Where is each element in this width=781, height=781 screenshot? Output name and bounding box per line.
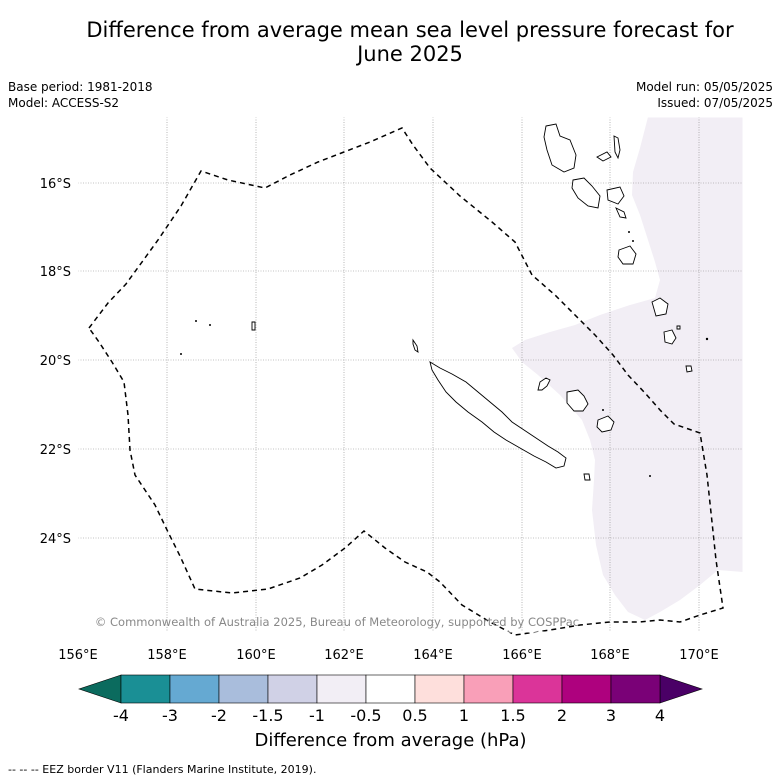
colorbar-bin-3 (267, 674, 318, 704)
colorbar-bin-10 (610, 674, 661, 704)
colorbar-tick-10: 3 (606, 706, 616, 725)
pentecost-coast (606, 186, 625, 205)
erromango-coast (651, 297, 669, 317)
eez-footnote: -- -- -- EEZ border V11 (Flanders Marine… (8, 763, 317, 776)
islet-1 (251, 321, 256, 331)
lon-tick-166e: 166°E (502, 648, 542, 663)
colorbar-extend-low (78, 674, 122, 704)
model-name: Model: ACCESS-S2 (8, 96, 120, 110)
colorbar-tick-4: -1 (309, 706, 325, 725)
islet-dot-8 (602, 409, 604, 411)
map-frame (77, 116, 744, 633)
new-caledonia-coast (429, 361, 567, 469)
chart-title: Difference from average mean sea level p… (60, 18, 760, 66)
aneityum-coast (685, 365, 693, 373)
lat-tick-22s: 22°S (40, 443, 71, 458)
epi-coast (615, 207, 627, 219)
islet-2 (676, 325, 681, 330)
lat-tick-20s: 20°S (40, 354, 71, 369)
lon-tick-160e: 160°E (236, 648, 276, 663)
colorbar-tick-7: 1 (459, 706, 469, 725)
islet-dot-1 (195, 320, 197, 322)
colorbar-tick-2: -2 (211, 706, 227, 725)
lon-tick-170e: 170°E (679, 648, 719, 663)
colorbar-tick-11: 4 (655, 706, 665, 725)
colorbar-bin-5 (365, 674, 416, 704)
colorbar: -4 -3 -2 -1.5 -1 -0.5 0.5 1 1.5 2 3 4 (78, 674, 703, 725)
lon-tick-168e: 168°E (590, 648, 630, 663)
islet-dot-2 (209, 324, 211, 326)
colorbar-bin-1 (169, 674, 220, 704)
colorbar-tick-9: 2 (557, 706, 567, 725)
islet-dot-4 (705, 337, 709, 341)
colorbar-bin-4 (316, 674, 367, 704)
efate-coast (617, 245, 637, 265)
islet-dot-5 (649, 475, 651, 477)
colorbar-label: Difference from average (hPa) (254, 730, 527, 751)
meta-right: Model run: 05/05/2025 Issued: 07/05/2025 (636, 79, 773, 111)
tanna-coast (663, 329, 677, 345)
title-line-2: June 2025 (357, 42, 463, 66)
lat-tick-18s: 18°S (40, 265, 71, 280)
mare-coast (596, 415, 615, 433)
model-run: Model run: 05/05/2025 (635, 80, 773, 94)
isle-of-pines-coast (583, 473, 591, 481)
colorbar-bin-7 (463, 674, 514, 704)
islet-dot-7 (632, 240, 634, 242)
colorbar-bin-0 (120, 674, 171, 704)
islet-dot-3 (180, 353, 182, 355)
ouvea-coast (537, 377, 551, 391)
coastlines (251, 123, 693, 481)
lat-tick-24s: 24°S (40, 532, 71, 547)
colorbar-bin-8 (512, 674, 563, 704)
base-period: Base period: 1981-2018 (8, 80, 153, 94)
lon-tick-164e: 164°E (413, 648, 453, 663)
issued-date: Issued: 07/05/2025 (657, 96, 773, 110)
copyright-notice: © Commonwealth of Australia 2025, Bureau… (95, 615, 579, 629)
maewo-coast (613, 135, 621, 160)
small-islets (180, 231, 709, 477)
meta-left: Base period: 1981-2018 Model: ACCESS-S2 (8, 79, 153, 111)
anomaly-region (512, 117, 743, 620)
colorbar-tick-0: -4 (113, 706, 129, 725)
colorbar-tick-8: 1.5 (500, 706, 525, 725)
lifou-coast (566, 389, 589, 412)
colorbar-tick-5: -0.5 (350, 706, 381, 725)
colorbar-bin-2 (218, 674, 269, 704)
lon-tick-162e: 162°E (324, 648, 364, 663)
colorbar-tick-1: -3 (162, 706, 178, 725)
malekula-coast (571, 177, 601, 209)
title-line-1: Difference from average mean sea level p… (86, 18, 734, 42)
lon-tick-158e: 158°E (147, 648, 187, 663)
belep-islands-coast (412, 338, 419, 353)
colorbar-bin-6 (414, 674, 465, 704)
lat-tick-16s: 16°S (40, 177, 71, 192)
colorbar-tick-3: -1.5 (252, 706, 283, 725)
eez-border (88, 127, 724, 636)
colorbar-tick-6: 0.5 (402, 706, 427, 725)
islet-dot-6 (628, 231, 630, 233)
colorbar-extend-high (659, 674, 703, 704)
espiritu-santo-coast (543, 123, 577, 173)
colorbar-bin-9 (561, 674, 612, 704)
lon-tick-156e: 156°E (58, 648, 98, 663)
ambae-coast (596, 151, 612, 162)
